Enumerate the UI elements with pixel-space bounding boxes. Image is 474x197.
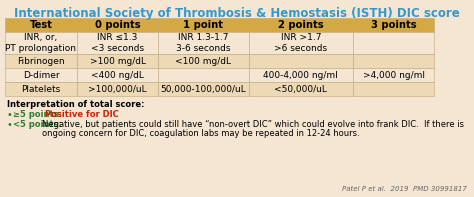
Text: ≥5 points:: ≥5 points: [13, 110, 65, 119]
Text: Fibrinogen: Fibrinogen [17, 57, 65, 65]
Bar [353, 32, 434, 54]
Bar [5, 18, 77, 32]
Bar [248, 68, 353, 82]
Text: Test: Test [29, 20, 53, 30]
Text: International Society of Thrombosis & Hemostasis (ISTH) DIC score: International Society of Thrombosis & He… [14, 7, 460, 20]
Text: Positive for DIC: Positive for DIC [45, 110, 119, 119]
Text: ongoing concern for DIC, coagulation labs may be repeated in 12-24 hours.: ongoing concern for DIC, coagulation lab… [42, 129, 360, 138]
Text: 50,000-100,000/uL: 50,000-100,000/uL [161, 85, 246, 94]
Bar [5, 54, 77, 68]
Bar [158, 32, 248, 54]
Text: 2 points: 2 points [278, 20, 324, 30]
Text: Interpretation of total score:: Interpretation of total score: [7, 100, 145, 109]
Bar [158, 18, 248, 32]
Text: •: • [7, 120, 13, 130]
Text: <100 mg/dL: <100 mg/dL [175, 57, 231, 65]
Text: Platelets: Platelets [21, 85, 61, 94]
Bar [77, 32, 158, 54]
Text: 1 point: 1 point [183, 20, 223, 30]
Text: 400-4,000 ng/ml: 400-4,000 ng/ml [264, 71, 338, 80]
Text: >4,000 ng/ml: >4,000 ng/ml [363, 71, 425, 80]
Bar [353, 18, 434, 32]
Bar [77, 68, 158, 82]
Bar [248, 82, 353, 96]
Bar [248, 32, 353, 54]
Text: INR, or,
PT prolongation: INR, or, PT prolongation [6, 33, 76, 53]
Text: <50,000/uL: <50,000/uL [274, 85, 327, 94]
Bar [353, 68, 434, 82]
Bar [77, 54, 158, 68]
Text: •: • [7, 110, 13, 120]
Text: Negative, but patients could still have “non-overt DIC” which could evolve into : Negative, but patients could still have … [42, 120, 464, 129]
Bar [158, 68, 248, 82]
Text: D-dimer: D-dimer [23, 71, 59, 80]
Bar [158, 54, 248, 68]
Text: <5 points:: <5 points: [13, 120, 65, 129]
Bar [248, 54, 353, 68]
Text: 0 points: 0 points [95, 20, 140, 30]
Bar [77, 18, 158, 32]
Bar [353, 82, 434, 96]
Bar [5, 68, 77, 82]
Text: <400 ng/dL: <400 ng/dL [91, 71, 144, 80]
Bar [77, 82, 158, 96]
Text: 3 points: 3 points [371, 20, 417, 30]
Text: INR 1.3-1.7
3-6 seconds: INR 1.3-1.7 3-6 seconds [176, 33, 231, 53]
Bar [5, 32, 77, 54]
Text: >100,000/uL: >100,000/uL [88, 85, 147, 94]
Text: >100 mg/dL: >100 mg/dL [90, 57, 146, 65]
Text: Patel P et al.  2019  PMD 30991817: Patel P et al. 2019 PMD 30991817 [342, 186, 467, 192]
Text: INR ≤1.3
<3 seconds: INR ≤1.3 <3 seconds [91, 33, 144, 53]
Text: INR >1.7
>6 seconds: INR >1.7 >6 seconds [274, 33, 328, 53]
Bar [248, 18, 353, 32]
Bar [353, 54, 434, 68]
Bar [5, 82, 77, 96]
Bar [158, 82, 248, 96]
